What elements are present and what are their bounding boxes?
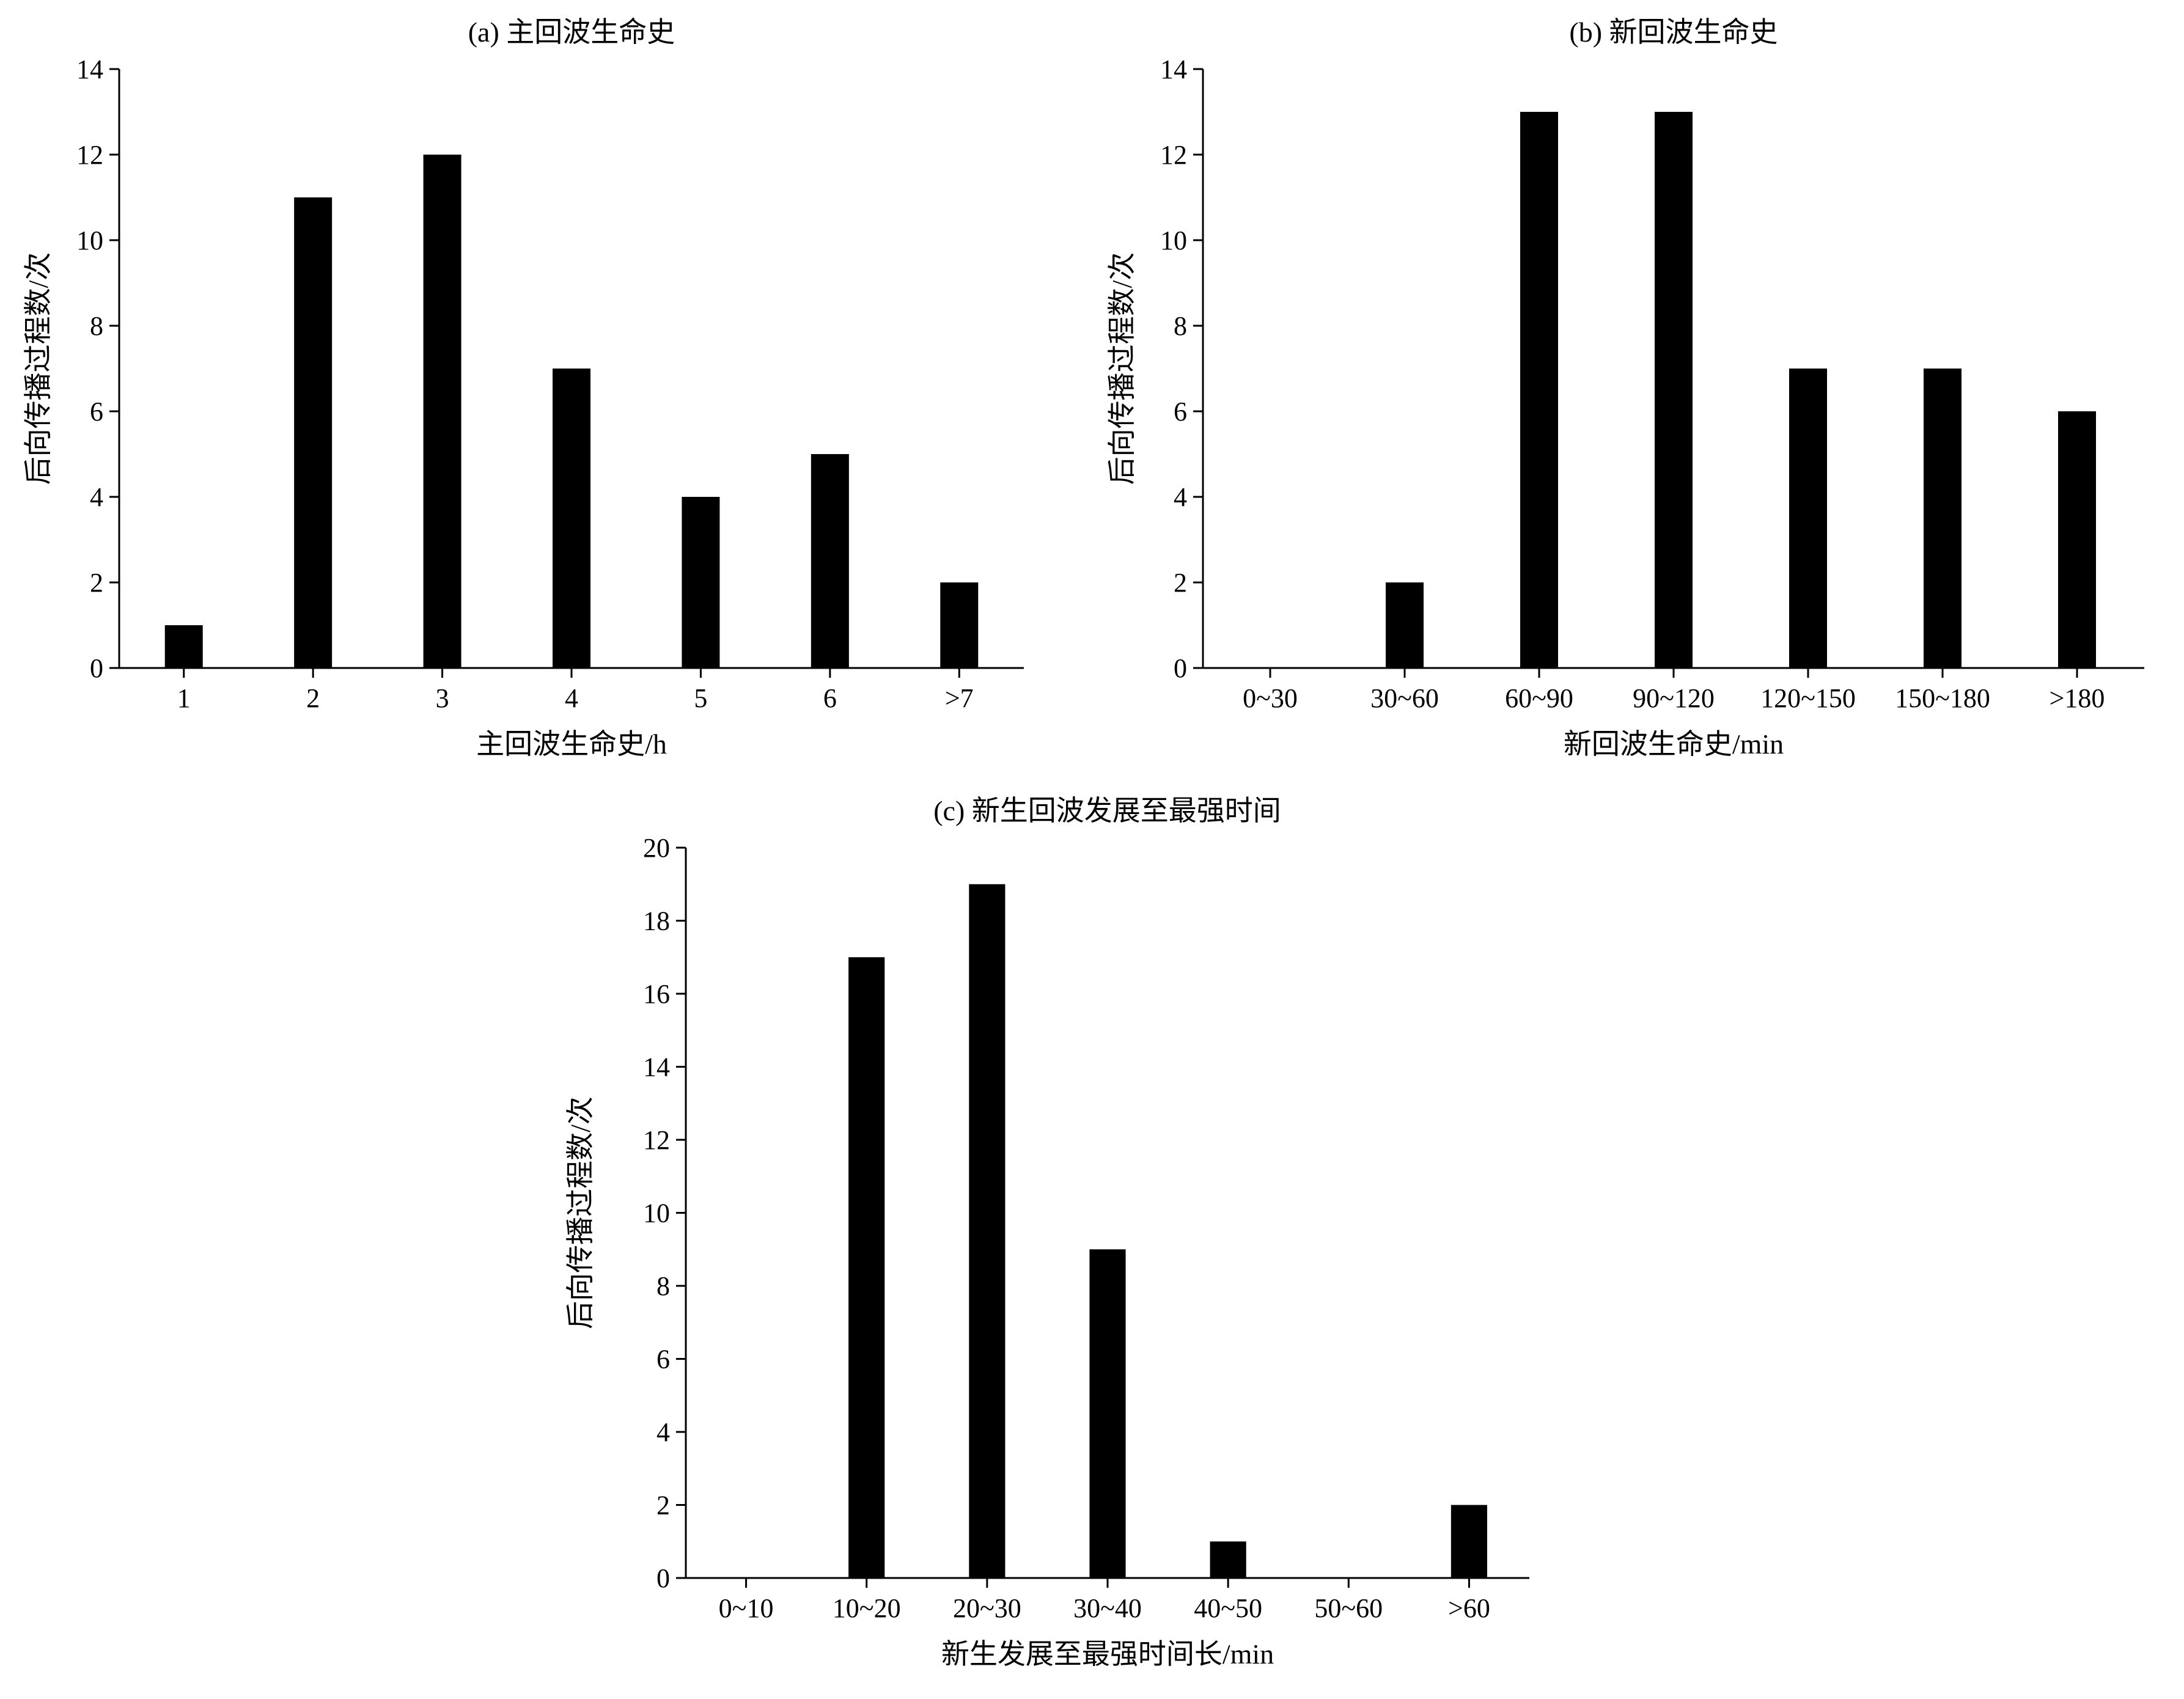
bar: [2058, 411, 2096, 668]
y-tick-label: 2: [90, 568, 103, 598]
bar: [1450, 1505, 1487, 1578]
x-tick-label: 30~60: [1370, 683, 1439, 713]
y-tick-label: 0: [1174, 653, 1187, 683]
bar: [294, 197, 333, 668]
bar: [968, 884, 1005, 1578]
bar: [1386, 582, 1424, 668]
x-tick-label: 40~50: [1194, 1593, 1262, 1623]
y-tick-label: 10: [643, 1198, 670, 1228]
y-tick-label: 10: [76, 226, 103, 255]
y-axis-label: 后向传播过程数/次: [1106, 252, 1138, 485]
y-tick-label: 14: [1160, 54, 1187, 84]
bar: [1210, 1541, 1246, 1578]
chart-c-title: (c) 新生回波发展至最强时间: [933, 795, 1281, 826]
y-tick-label: 8: [90, 311, 103, 341]
chart-c-svg: 0 2 4 6 8 10 12 14 16 18 20 0~10 10~20 20~30 30~40 40~5…: [565, 833, 1529, 1670]
x-axis-label: 主回波生命史/h: [476, 728, 667, 760]
y-tick-label: 20: [643, 833, 670, 863]
bar: [682, 497, 720, 668]
y-tick-label: 14: [76, 54, 103, 84]
bar: [1089, 1249, 1126, 1578]
x-tick-label: 6: [823, 683, 837, 713]
x-axis-label: 新回波生命史/min: [1564, 728, 1784, 760]
y-tick-label: 4: [1174, 482, 1187, 512]
chart-panel-c: (c) 新生回波发展至最强时间 0 2 4 6 8 10 12 14 16 18 20 0~10 10~…: [554, 790, 1630, 1694]
y-tick-label: 6: [656, 1345, 670, 1374]
y-tick-label: 2: [1174, 568, 1187, 598]
chart-b-svg: 0 2 4 6 8 10 12 14 0~30 30~60 60~90 90~120 120~150 15…: [1106, 54, 2144, 760]
chart-panel-a: (a) 主回波生命史 0 2 4 6 8 10 12 14 1 2 3 4 5 6 >7 主回波生命史/h 后向…: [12, 11, 1051, 781]
x-tick-label: 50~60: [1314, 1593, 1383, 1623]
bar: [1924, 369, 1962, 668]
x-tick-label: 4: [565, 683, 578, 713]
bar: [940, 582, 979, 668]
x-tick-label: 60~90: [1505, 683, 1573, 713]
bar: [1520, 112, 1558, 668]
x-tick-label: 0~10: [718, 1593, 773, 1623]
chart-b-title: (b) 新回波生命史: [1569, 17, 1778, 48]
x-axis-label: 新生发展至最强时间长/min: [941, 1638, 1273, 1670]
y-tick-label: 0: [90, 653, 103, 683]
y-tick-label: 4: [656, 1417, 670, 1447]
x-tick-label: 0~30: [1243, 683, 1298, 713]
x-tick-label: 5: [694, 683, 707, 713]
y-tick-label: 8: [1174, 311, 1187, 341]
bar: [553, 369, 590, 668]
top-row: (a) 主回波生命史 0 2 4 6 8 10 12 14 1 2 3 4 5 6 >7 主回波生命史/h 后向…: [12, 11, 2172, 781]
x-tick-label: 10~20: [832, 1593, 900, 1623]
x-tick-label: 1: [177, 683, 191, 713]
bar: [164, 625, 203, 668]
chart-a-title: (a) 主回波生命史: [468, 17, 675, 48]
bar: [1789, 369, 1827, 668]
y-tick-label: 12: [76, 140, 103, 170]
x-tick-label: 120~150: [1760, 683, 1856, 713]
y-tick-label: 0: [656, 1563, 670, 1593]
bar: [848, 957, 884, 1578]
y-tick-label: 10: [1160, 226, 1187, 255]
x-tick-label: 20~30: [952, 1593, 1021, 1623]
y-tick-label: 18: [643, 906, 670, 936]
y-tick-label: 12: [1160, 140, 1187, 170]
bottom-row: (c) 新生回波发展至最强时间 0 2 4 6 8 10 12 14 16 18 20 0~10 10~…: [12, 790, 2172, 1694]
y-tick-label: 4: [90, 482, 103, 512]
y-tick-label: 12: [643, 1125, 670, 1155]
x-tick-label: 2: [306, 683, 320, 713]
y-tick-label: 6: [1174, 397, 1187, 427]
chart-panel-b: (b) 新回波生命史 0 2 4 6 8 10 12 14 0~30 30~60 60~90 90~1…: [1096, 11, 2172, 781]
bar: [1655, 112, 1693, 668]
x-tick-label: 90~120: [1633, 683, 1715, 713]
y-tick-label: 16: [643, 979, 670, 1009]
bar: [811, 454, 849, 668]
x-tick-label: >7: [945, 683, 974, 713]
y-tick-label: 2: [656, 1491, 670, 1521]
x-tick-label: 30~40: [1073, 1593, 1142, 1623]
x-tick-label: 3: [436, 683, 449, 713]
y-axis-label: 后向传播过程数/次: [23, 252, 54, 485]
x-tick-label: >180: [2050, 683, 2105, 713]
x-tick-label: >60: [1448, 1593, 1490, 1623]
bar: [423, 155, 461, 668]
y-axis-label: 后向传播过程数/次: [565, 1096, 596, 1329]
y-tick-label: 8: [656, 1271, 670, 1301]
x-tick-label: 150~180: [1895, 683, 1990, 713]
y-tick-label: 6: [90, 397, 103, 427]
y-tick-label: 14: [643, 1052, 670, 1082]
